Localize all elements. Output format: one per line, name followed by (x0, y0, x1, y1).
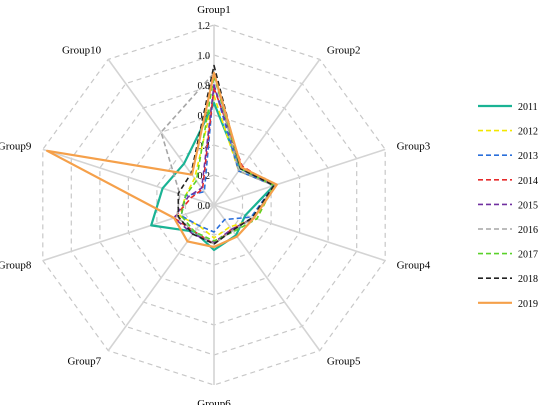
legend-label-2014: 2014 (518, 176, 538, 187)
radial-tick-label: 0.8 (198, 81, 211, 92)
legend-label-2013: 2013 (518, 151, 538, 162)
category-label: Group7 (67, 355, 101, 367)
category-label: Group2 (327, 45, 361, 57)
radial-tick-label: 1.2 (198, 21, 211, 32)
legend-label-2017: 2017 (518, 250, 538, 261)
radial-tick-label: 0.4 (198, 141, 211, 152)
axis-spoke (213, 58, 321, 206)
axis-spoke (213, 204, 386, 262)
legend-label-2016: 2016 (518, 225, 538, 236)
axis-spoke (213, 204, 321, 352)
series-line-2019 (45, 71, 278, 249)
grid-ring (156, 144, 272, 266)
radial-tick-label: 0.0 (198, 201, 211, 212)
legend-label-2018: 2018 (518, 274, 538, 285)
category-label: Group1 (197, 4, 231, 16)
category-label: Group9 (0, 141, 32, 153)
legend-label-2012: 2012 (518, 127, 538, 138)
category-label: Group6 (197, 398, 231, 405)
legend: 2011 2012 2013 2014 2015 2016 2017 2018 2019 (478, 102, 538, 310)
axis-spoke (107, 204, 215, 352)
legend-label-2019: 2019 (518, 299, 538, 310)
radial-tick-label: 1.0 (198, 51, 211, 62)
axis-spoke (42, 204, 215, 262)
axis-spoke (213, 148, 386, 206)
category-label: Group3 (397, 141, 431, 153)
category-labels: Group1 Group2 Group3 Group4 Group5 Group6 Grou… (0, 4, 431, 405)
category-label: Group4 (397, 259, 431, 271)
grid-ring (127, 114, 301, 296)
series-line-2016 (160, 72, 275, 245)
series-line-2018 (177, 64, 275, 245)
category-label: Group5 (327, 355, 361, 367)
legend-label-2015: 2015 (518, 200, 538, 211)
series-line-2013 (180, 84, 275, 233)
series-lines (45, 64, 278, 252)
category-label: Group8 (0, 259, 32, 271)
category-label: Group10 (62, 45, 102, 57)
legend-label-2011: 2011 (518, 102, 538, 113)
